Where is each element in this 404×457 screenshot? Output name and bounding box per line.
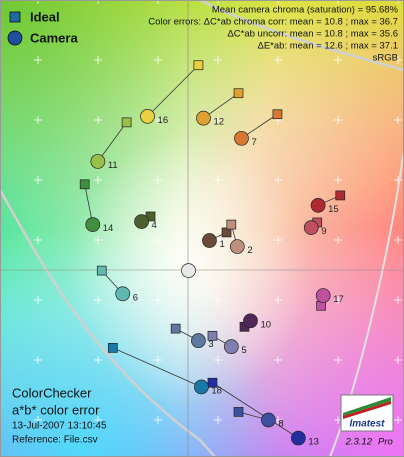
ideal-marker (207, 377, 218, 388)
camera-marker (223, 339, 239, 355)
legend-swatch (7, 30, 23, 46)
ideal-marker (121, 117, 132, 128)
stat-line: Mean camera chroma (saturation) = 95.68% (212, 5, 399, 16)
camera-marker (134, 214, 149, 229)
camera-marker (194, 379, 209, 395)
error-connector (147, 64, 199, 117)
patch-label: 1 (219, 239, 224, 250)
patch-label: 18 (211, 385, 222, 396)
camera-marker (115, 286, 131, 302)
camera-marker (90, 154, 106, 169)
camera-marker (85, 217, 101, 232)
stat-line: Color errors: ΔC*ab chroma corr: mean = … (148, 17, 398, 28)
ideal-marker (272, 109, 283, 120)
date: 13-Jul-2007 13:10:45 (12, 421, 107, 432)
legend-label: Ideal (30, 9, 60, 24)
camera-marker (243, 313, 258, 329)
camera-marker (191, 333, 206, 348)
error-connector (97, 122, 127, 162)
patch-label: 9 (321, 226, 326, 237)
legend-label: Camera (30, 30, 78, 45)
legend-swatch (9, 11, 21, 23)
stat-line: sRGB (373, 53, 398, 64)
camera-marker (261, 412, 276, 428)
ideal-marker (233, 88, 244, 99)
patch-label: 10 (260, 319, 271, 330)
patch-label: 5 (241, 345, 246, 356)
ideal-marker (335, 190, 346, 201)
ideal-marker (226, 219, 237, 230)
camera-marker (140, 109, 155, 124)
legend: Ideal Camera (7, 9, 78, 46)
patch-label: 2 (247, 245, 252, 256)
ideal-marker (193, 60, 204, 71)
camera-marker (234, 130, 249, 146)
logo-brand: Imatest (349, 419, 385, 430)
ideal-marker (170, 323, 181, 334)
patch-label: 12 (213, 117, 224, 128)
chart-title: ColorChecker (12, 385, 92, 400)
stat-line: ΔE*ab: mean = 12.6 ; max = 37.1 (258, 41, 399, 52)
error-connector (212, 382, 299, 439)
footer: ColorChecker a*b* color error 13-Jul-200… (12, 385, 107, 445)
patch-label: 16 (158, 115, 169, 126)
camera-marker (181, 263, 196, 278)
ideal-marker (96, 265, 107, 276)
camera-marker (196, 110, 211, 126)
patch-label: 3 (208, 339, 213, 350)
patch-label: 8 (278, 419, 283, 430)
patch-label: 4 (152, 220, 157, 231)
camera-marker (229, 239, 245, 254)
logo: Imatest 2.3.12 Pro (340, 394, 394, 448)
camera-marker (202, 233, 217, 248)
reference: Reference: File.csv (12, 435, 98, 446)
chart-subtitle: a*b* color error (12, 402, 100, 417)
patch-label: 14 (103, 223, 114, 234)
patch-label: 7 (252, 137, 257, 148)
stats: Mean camera chroma (saturation) = 95.68%… (148, 5, 398, 64)
patch-label: 13 (308, 437, 319, 448)
camera-marker (303, 220, 319, 235)
ideal-marker (207, 330, 218, 341)
stat-line: ΔC*ab uncorr: mean = 10.8 ; max = 35.6 (227, 29, 398, 40)
patch-label: 6 (133, 292, 138, 303)
patch-label: 15 (328, 204, 339, 215)
camera-marker (315, 288, 331, 303)
patch-label: 11 (108, 160, 118, 171)
ideal-marker (233, 407, 244, 417)
edition: Pro (378, 437, 393, 448)
camera-marker (310, 197, 326, 213)
error-connector (112, 347, 202, 388)
ideal-marker (79, 179, 90, 190)
camera-marker (291, 430, 306, 446)
version: 2.3.12 (345, 437, 373, 448)
patch-label: 17 (333, 294, 344, 305)
ideal-marker (107, 343, 118, 353)
